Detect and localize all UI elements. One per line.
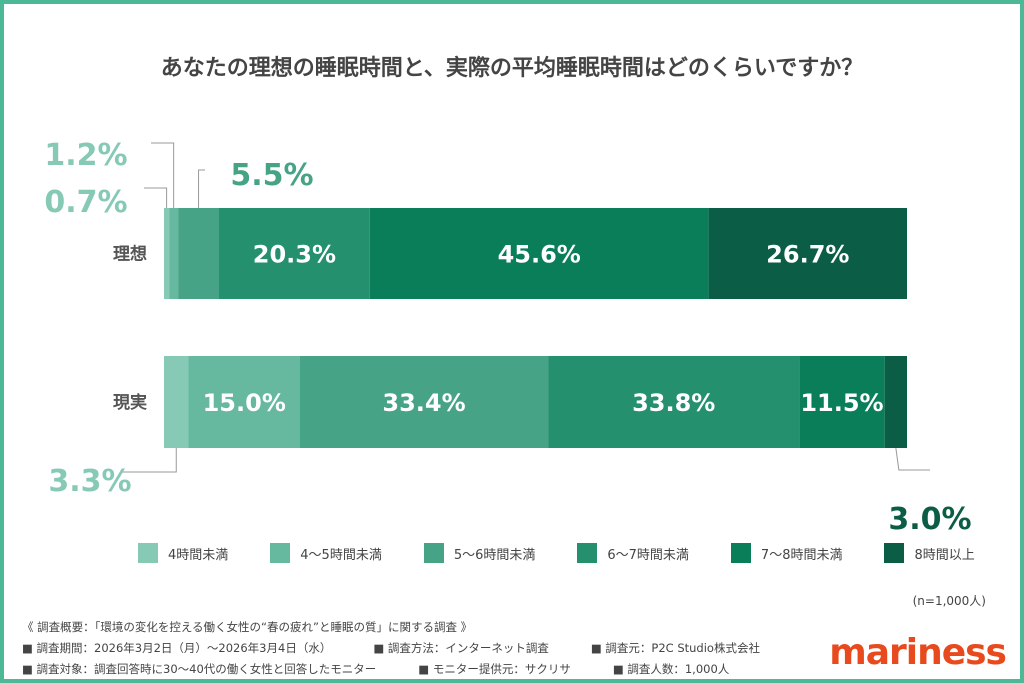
bar-segment: [218, 208, 370, 299]
survey-target: ■ 調査対象：調査回答時に30〜40代の働く女性と回答したモニター: [22, 662, 377, 676]
leader-line: [120, 448, 177, 473]
data-label: 3.3%: [48, 464, 131, 499]
data-label: 33.4%: [382, 389, 465, 417]
data-label: 33.8%: [632, 389, 715, 417]
sample-size: (n=1,000人): [912, 594, 986, 608]
legend-item: 6〜7時間未満: [577, 543, 689, 563]
survey-summary: 《 調査概要：「環境の変化を控える働く女性の“春の疲れ”と睡眠の質」に関する調査…: [22, 620, 473, 634]
legend-item: 4時間未満: [138, 543, 228, 563]
legend-label: 4〜5時間未満: [300, 547, 382, 563]
data-label: 45.6%: [498, 241, 581, 269]
bar-segment: [169, 208, 179, 299]
legend-swatch: [884, 543, 905, 563]
legend-label: 8時間以上: [914, 547, 975, 563]
data-label: 1.2%: [44, 138, 127, 173]
bar-segment: [548, 356, 800, 448]
legend-label: 6〜7時間未満: [607, 547, 689, 563]
survey-period: ■ 調査期間：2026年3月2日（月）〜2026年3月4日（水）: [22, 641, 332, 655]
leader-line: [144, 187, 168, 208]
survey-footer: 《 調査概要：「環境の変化を控える働く女性の“春の疲れ”と睡眠の質」に関する調査…: [22, 617, 802, 680]
legend-item: 8時間以上: [884, 543, 975, 563]
survey-source: ■ 調査元：P2C Studio株式会社: [590, 641, 760, 655]
legend-item: 5〜6時間未満: [423, 543, 536, 563]
mariness-logo: mariness: [829, 632, 1007, 673]
bar-segment: [884, 356, 907, 448]
leader-line: [151, 142, 175, 208]
data-label: 15.0%: [203, 389, 286, 417]
category-label: 現実: [113, 392, 147, 413]
legend-swatch: [270, 543, 291, 563]
legend-swatch: [730, 543, 751, 563]
legend-label: 7〜8時間未満: [760, 547, 843, 563]
legend-item: 7〜8時間未満: [730, 543, 843, 563]
data-label: 11.5%: [800, 389, 883, 417]
data-label: 20.3%: [253, 241, 336, 269]
chart-title: あなたの理想の睡眠時間と、実際の平均睡眠時間はどのくらいですか？: [160, 56, 864, 81]
legend-swatch: [423, 543, 444, 563]
bar-segment: [188, 356, 300, 448]
legend: 4時間未満 4〜5時間未満 5〜6時間未満 6〜7時間未満 7〜8時間未満 8時…: [138, 543, 1017, 563]
legend-swatch: [138, 543, 158, 563]
bar-segment: [164, 356, 189, 448]
data-label: 5.5%: [230, 158, 313, 193]
category-label: 理想: [113, 244, 147, 265]
bar-segment: [178, 208, 219, 299]
bar-segment: [369, 208, 709, 299]
survey-method: ■ 調査方法：インターネット調査: [373, 641, 549, 655]
leader-line: [198, 169, 205, 208]
legend-label: 5〜6時間未満: [453, 547, 536, 563]
bar-segment: [708, 208, 907, 299]
chart: 理想 0.7% 1.2% 5.5% 20.3% 45.6% 26.7% 現実 3.3% 15.0%…: [44, 138, 971, 537]
data-label: 0.7%: [44, 185, 127, 220]
survey-provider: ■ モニター提供元：サクリサ: [418, 662, 571, 676]
bar-segment: [299, 356, 549, 448]
legend-label: 4時間未満: [168, 547, 229, 563]
survey-count: ■ 調査人数：1,000人: [612, 662, 730, 676]
legend-item: 4〜5時間未満: [270, 543, 382, 563]
legend-swatch: [577, 543, 598, 563]
data-label: 3.0%: [888, 502, 971, 537]
bar-segment: [799, 356, 885, 448]
data-label: 26.7%: [766, 241, 849, 269]
leader-line: [895, 447, 930, 471]
bar-segment: [164, 208, 170, 299]
